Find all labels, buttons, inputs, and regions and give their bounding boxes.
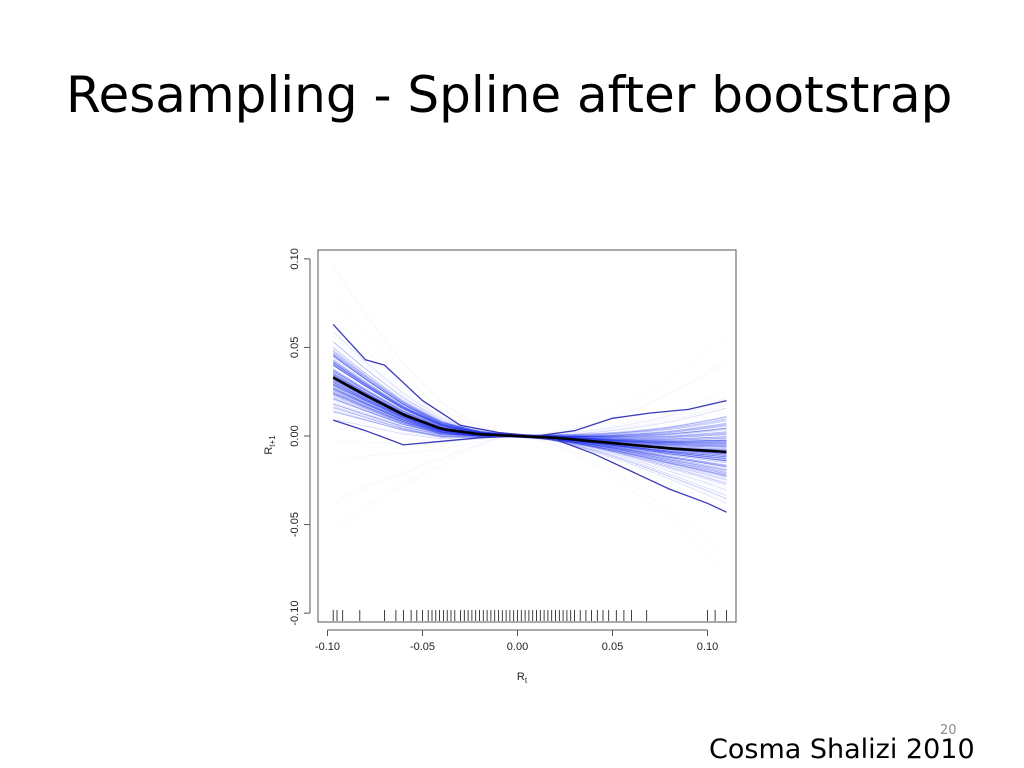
bootstrap-curve	[333, 384, 727, 461]
bootstrap-curve	[333, 347, 727, 496]
data-rug	[332, 610, 727, 621]
x-axis-label-main: R	[517, 671, 525, 683]
bootstrap-curve	[333, 381, 727, 467]
slide-title: Resampling - Spline after bootstrap	[66, 66, 953, 124]
y-axis-label-main: R	[263, 447, 275, 455]
x-tick-label: 0.10	[697, 641, 718, 653]
bootstrap-curve	[333, 387, 727, 443]
x-tick-label: 0.05	[602, 641, 623, 653]
x-axis-label-sub: t	[525, 676, 528, 685]
y-axis-label-sub: t+1	[268, 435, 277, 447]
y-tick-label: -0.05	[289, 512, 301, 537]
y-tick-label: 0.00	[289, 425, 301, 446]
chart-container: -0.10 -0.05 0.00 0.05 0.10 -0.10 -0.05 0.00 0.0…	[250, 240, 770, 690]
spline-fit	[332, 376, 727, 454]
x-tick-label: -0.05	[410, 641, 435, 653]
y-tick-label: 0.05	[289, 337, 301, 358]
bootstrap-curve	[333, 427, 727, 492]
y-tick-label: -0.10	[289, 601, 301, 626]
bootstrap-curve	[333, 406, 727, 477]
x-tick-label: -0.10	[315, 641, 340, 653]
slide-number: 20	[940, 723, 957, 738]
upper-band-line	[332, 323, 727, 437]
y-axis-label: Rt+1	[263, 435, 277, 455]
chart-svg: -0.10 -0.05 0.00 0.05 0.10 -0.10 -0.05 0.00 0.0…	[263, 248, 737, 685]
bootstrap-curve	[333, 384, 727, 436]
plot-frame	[317, 249, 737, 623]
y-axis: -0.10 -0.05 0.00 0.05 0.10	[289, 248, 311, 626]
y-tick-label: 0.10	[289, 248, 301, 269]
bootstrap-curves	[332, 266, 727, 572]
x-tick-label: 0.00	[507, 641, 528, 653]
x-axis: -0.10 -0.05 0.00 0.05 0.10	[315, 629, 718, 653]
bootstrap-curve	[333, 372, 727, 456]
credit: Cosma Shalizi 2010	[709, 734, 975, 765]
spline-fit-line	[332, 376, 727, 454]
x-axis-label: Rt	[517, 671, 528, 685]
